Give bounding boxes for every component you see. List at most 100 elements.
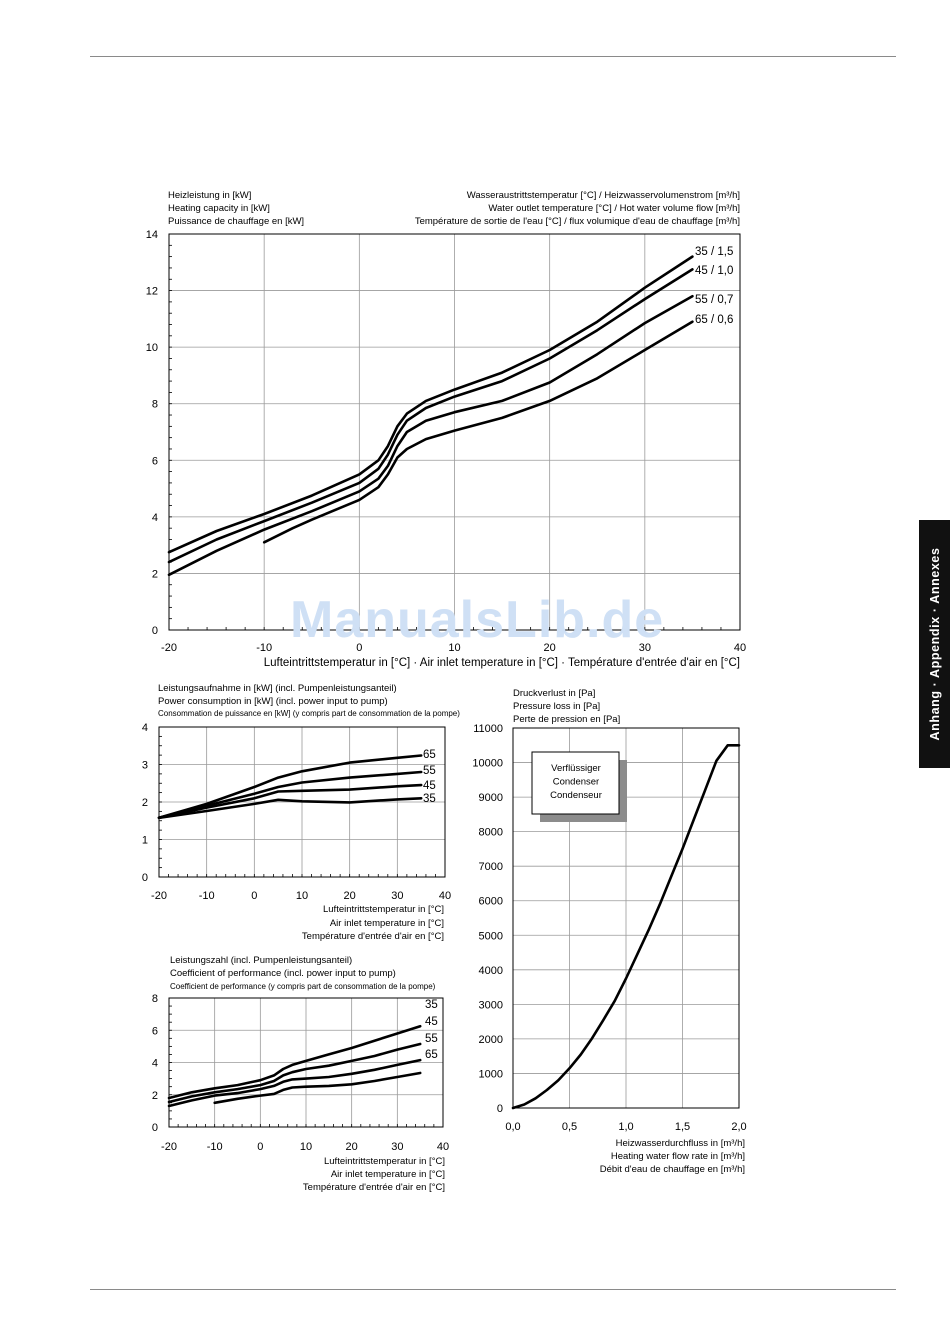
heating-plot-frame [168,233,741,631]
pressure-header-left-0: Druckverlust in [Pa] [513,688,595,699]
power-series-label-3: 35 [423,793,436,805]
pressure-y-tick-label: 7000 [479,861,503,873]
cop-y-tick-label: 6 [152,1025,158,1037]
pressure-x-axis-label-0: Heizwasserdurchfluss in [m³/h] [616,1138,745,1149]
power-series-line-2 [157,783,423,820]
pressure-y-tick-label: 9000 [479,792,503,804]
heating-y-tick-label: 2 [152,568,158,580]
power-x-axis-label-0: Lufteintrittstemperatur in [°C] [323,904,444,915]
condenser-box-label-1: Condenser [553,777,599,788]
pressure-x-axis-label-2: Débit d'eau de chauffage en [m³/h] [600,1164,745,1175]
pressure-plot-frame [512,727,740,1109]
condenser-box-label-0: Verflüssiger [551,763,601,774]
cop-x-tick-label: 20 [346,1141,358,1153]
power-series-label-1: 55 [423,765,436,777]
cop-y-tick-label: 0 [152,1122,158,1134]
power-x-tick-label: 40 [439,890,451,902]
heating-x-tick-label: 40 [734,642,746,654]
heating-y-tick-label: 0 [152,625,158,637]
power-header-left-1: Power consumption in [kW] (incl. power i… [158,696,388,707]
heating-y-tick-label: 14 [146,229,158,241]
power-x-tick-label: 0 [251,890,257,902]
pressure-series-line-0 [511,744,741,1110]
cop-x-tick-label: 40 [437,1141,449,1153]
heating-x-tick-label: 0 [356,642,362,654]
heating-y-tick-label: 6 [152,455,158,467]
cop-series-line-2 [167,1058,422,1108]
pressure-y-tick-label: 8000 [479,827,503,839]
power-x-tick-label: 30 [391,890,403,902]
power-series-line-3 [157,797,423,820]
power-y-tick-label: 2 [142,797,148,809]
cop-series-label-2: 55 [425,1033,438,1045]
heating-x-tick-label: 20 [544,642,556,654]
power-header-left-2: Consommation de puissance en [kW] (y com… [158,709,460,718]
condenser-box-label-2: Condenseur [550,790,602,801]
heating-series-label-0: 35 / 1,5 [695,246,733,258]
heating-header-left-2: Puissance de chauffage en [kW] [168,216,304,227]
cop-series-label-0: 35 [425,999,438,1011]
heating-y-tick-label: 12 [146,286,158,298]
cop-series-line-3 [213,1071,422,1105]
cop-y-tick-label: 8 [152,993,158,1005]
cop-header-left-1: Coefficient of performance (incl. power … [170,968,396,979]
pressure-y-tick-label: 4000 [479,965,503,977]
power-series-line-0 [157,754,423,820]
power-series-label-2: 45 [423,780,436,792]
cop-x-tick-label: 0 [257,1141,263,1153]
heating-header-right-0: Wasseraustrittstemperatur [°C] / Heizwas… [467,190,740,201]
pressure-x-tick-label: 2,0 [731,1121,746,1133]
pressure-y-tick-label: 2000 [479,1034,503,1046]
cop-series-label-1: 45 [425,1016,438,1028]
cop-x-axis-label-2: Température d'entrée d'air en [°C] [303,1182,445,1193]
cop-series-line-1 [167,1042,422,1104]
power-series-label-0: 65 [423,749,436,761]
pressure-x-tick-label: 1,0 [618,1121,633,1133]
power-y-tick-label: 4 [142,722,148,734]
condenser-box [531,751,620,815]
power-y-tick-label: 3 [142,760,148,772]
power-y-tick-label: 0 [142,872,148,884]
pressure-x-tick-label: 0,5 [562,1121,577,1133]
power-x-tick-label: 20 [344,890,356,902]
pressure-y-tick-label: 6000 [479,896,503,908]
heating-x-tick-label: 10 [448,642,460,654]
cop-series-label-3: 65 [425,1049,438,1061]
cop-plot-frame [168,997,444,1128]
cop-series-line-0 [167,1024,422,1100]
heating-x-axis-label-0: Lufteintrittstemperatur in [°C] · Air in… [264,657,740,669]
power-x-tick-label: -10 [199,890,215,902]
cop-y-tick-label: 4 [152,1058,158,1070]
pressure-y-tick-label: 5000 [479,930,503,942]
cop-y-tick-label: 2 [152,1090,158,1102]
pressure-y-tick-label: 11000 [473,723,503,735]
power-series-line-1 [157,770,423,820]
heating-header-left-1: Heating capacity in [kW] [168,203,270,214]
pressure-x-tick-label: 0,0 [505,1121,520,1133]
heating-header-right-1: Water outlet temperature [°C] / Hot wate… [488,203,740,214]
power-x-tick-label: 10 [296,890,308,902]
bottom-rule [90,1289,896,1290]
pressure-y-tick-label: 3000 [479,999,503,1011]
power-x-axis-label-1: Air inlet temperature in [°C] [330,918,444,929]
power-x-tick-label: -20 [151,890,167,902]
cop-x-tick-label: 10 [300,1141,312,1153]
heating-series-label-2: 55 / 0,7 [695,294,733,306]
pressure-header-left-2: Perte de pression en [Pa] [513,714,620,725]
heating-y-tick-label: 10 [146,342,158,354]
heating-series-label-1: 45 / 1,0 [695,265,733,277]
heating-series-label-3: 65 / 0,6 [695,314,733,326]
top-rule [90,56,896,57]
cop-x-tick-label: 30 [391,1141,403,1153]
heating-x-tick-label: -10 [256,642,272,654]
heating-series-line-2 [167,294,694,577]
heating-header-right-2: Température de sortie de l'eau [°C] / fl… [415,216,740,227]
pressure-x-tick-label: 1,5 [675,1121,690,1133]
pressure-y-tick-label: 1000 [479,1068,503,1080]
cop-x-tick-label: -10 [207,1141,223,1153]
cop-x-axis-label-1: Air inlet temperature in [°C] [331,1169,445,1180]
heating-x-tick-label: 30 [639,642,651,654]
heating-header-left-0: Heizleistung in [kW] [168,190,251,201]
power-plot-frame [158,726,446,878]
